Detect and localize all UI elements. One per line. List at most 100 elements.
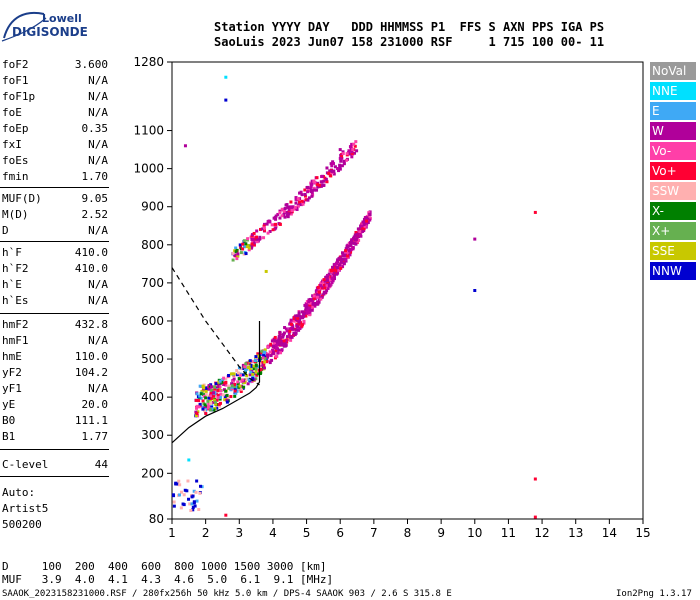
echo-point <box>354 140 358 144</box>
echo-point <box>199 396 203 400</box>
echo-point <box>342 162 346 166</box>
echo-point <box>242 252 246 256</box>
x-tick-label: 8 <box>404 526 412 540</box>
echo-point <box>345 152 349 156</box>
param-value: 104.2 <box>74 366 108 379</box>
echo-point <box>361 220 365 224</box>
echo-point <box>238 243 242 247</box>
echo-point <box>473 289 477 292</box>
echo-point <box>250 379 254 383</box>
echo-point <box>271 228 275 232</box>
echo-point <box>212 408 216 412</box>
echo-point <box>362 229 366 233</box>
echo-point <box>256 372 260 376</box>
echo-point <box>345 245 349 249</box>
echo-point <box>285 329 289 333</box>
echo-point <box>199 392 203 396</box>
echo-point <box>344 247 348 251</box>
echo-point <box>231 258 235 262</box>
echo-point <box>325 284 329 288</box>
echo-point <box>365 216 369 220</box>
param-row-h-f2: h`F2 410.0 <box>2 262 108 275</box>
echo-point <box>256 352 260 356</box>
echo-point <box>312 294 316 298</box>
echo-point <box>348 253 352 257</box>
echo-point <box>189 509 193 513</box>
param-key: h`F <box>2 246 22 259</box>
echo-point <box>218 397 222 401</box>
echo-point <box>289 205 293 209</box>
param-row-yf2: yF2 104.2 <box>2 366 108 379</box>
echo-point <box>199 484 203 488</box>
echo-point <box>266 231 270 235</box>
echo-point <box>292 207 296 211</box>
echo-point <box>261 356 265 360</box>
param-value: 44 <box>94 458 108 471</box>
echo-point <box>224 75 228 79</box>
echo-point <box>355 149 359 153</box>
echo-point <box>247 377 251 381</box>
x-tick-label: 13 <box>568 526 583 540</box>
echo-point <box>316 292 320 296</box>
echo-point <box>315 176 319 180</box>
echo-point <box>252 364 256 368</box>
echo-point <box>191 505 195 509</box>
y-tick-label: 1000 <box>133 162 164 176</box>
param-value: 410.0 <box>74 246 108 259</box>
param-value: N/A <box>88 106 108 119</box>
echo-point <box>336 167 340 171</box>
echo-point <box>278 330 282 334</box>
param-key: yE <box>2 398 16 411</box>
echo-point <box>266 345 270 349</box>
echo-point <box>251 377 255 381</box>
echo-point <box>286 205 290 209</box>
param-value: 0.35 <box>81 122 109 135</box>
echo-point <box>316 285 320 289</box>
echo-point <box>290 335 294 339</box>
echo-point <box>308 304 312 308</box>
echo-point <box>352 142 356 146</box>
param-separator <box>0 313 109 314</box>
param-row-ye: yE 20.0 <box>2 398 108 411</box>
echo-point <box>354 231 358 235</box>
echo-point <box>308 187 312 191</box>
auto-scaling-line-2: Artist5 <box>2 502 49 515</box>
echo-point <box>252 243 256 247</box>
echo-point <box>320 295 324 299</box>
echo-point <box>254 355 258 359</box>
echo-point <box>302 319 306 323</box>
echo-point <box>229 372 233 376</box>
echo-point <box>276 212 280 216</box>
echo-point <box>347 249 351 253</box>
legend-item-nnw: NNW <box>650 262 696 280</box>
echo-point <box>310 182 314 186</box>
param-separator <box>0 449 109 450</box>
echo-point <box>350 155 354 159</box>
echo-point <box>225 393 229 397</box>
echo-point <box>243 381 247 385</box>
echo-point <box>331 160 335 164</box>
echo-point <box>354 242 358 246</box>
legend-item-noval: NoVal <box>650 62 696 80</box>
echo-point <box>262 236 266 240</box>
echo-point <box>283 215 287 219</box>
echo-point <box>340 154 344 158</box>
param-key: C-level <box>2 458 49 471</box>
profile-extrapolation-line <box>171 267 260 386</box>
echo-point <box>218 385 222 389</box>
echo-point <box>244 362 248 366</box>
echo-point <box>200 485 204 489</box>
echo-point <box>299 190 303 194</box>
echo-point <box>221 393 225 397</box>
echo-point <box>273 339 277 343</box>
echo-point <box>327 272 331 276</box>
echo-point <box>308 297 312 301</box>
echo-point <box>324 275 328 279</box>
echo-point <box>265 360 269 364</box>
echo-point <box>235 373 239 377</box>
echo-point <box>234 246 238 250</box>
echo-point <box>287 332 291 336</box>
echo-point <box>327 283 331 287</box>
echo-point <box>266 220 270 224</box>
echo-point <box>338 263 342 267</box>
